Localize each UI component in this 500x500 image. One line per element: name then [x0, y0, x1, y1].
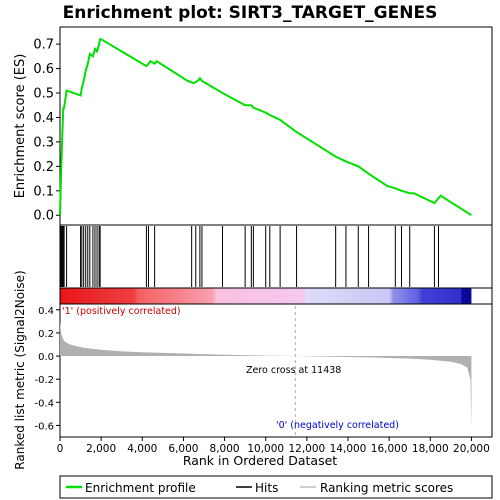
- rank-x-tick-label: 14,000: [330, 443, 367, 455]
- rank-x-tick-label: 10,000: [247, 443, 284, 455]
- rank-x-tick-label: 20,000: [453, 443, 490, 455]
- legend-profile-label: Enrichment profile: [85, 481, 196, 495]
- rank-x-label: Rank in Ordered Dataset: [183, 453, 337, 468]
- es-y-label: Enrichment score (ES): [13, 54, 28, 199]
- es-y-axis: 0.0 0.1 0.2 0.3 0.4 0.5 0.6 0.7: [33, 38, 60, 224]
- es-y-tick-label: 0.7: [33, 38, 54, 53]
- metric-y-axis: 0.4 0.2 0.0 -0.2 -0.4 -0.6: [34, 306, 60, 432]
- rank-x-tick-label: 8,000: [210, 443, 240, 455]
- zero-cross-label: Zero cross at 11438: [246, 365, 341, 376]
- positive-label: '1' (positively correlated): [62, 306, 181, 317]
- es-y-tick-label: 0.4: [33, 111, 54, 126]
- rank-x-axis: 0 2,000 4,000 6,000 8,000 10,000 12,000 14,000 1…: [57, 437, 490, 455]
- rank-x-tick-label: 12,000: [288, 443, 325, 455]
- metric-y-tick-label: -0.6: [34, 421, 54, 432]
- metric-y-tick-label: -0.4: [34, 398, 54, 409]
- hits-markers: [60, 226, 440, 287]
- chart-title: Enrichment plot: SIRT3_TARGET_GENES: [63, 3, 438, 23]
- es-y-tick-label: 0.5: [33, 87, 54, 102]
- legend-box: [59, 475, 493, 499]
- metric-y-tick-label: 0.4: [38, 306, 54, 317]
- es-y-tick-label: 0.1: [33, 184, 54, 199]
- es-panel-frame: [59, 26, 493, 226]
- metric-panel-frame: [59, 303, 493, 438]
- es-y-tick-label: 0.0: [33, 209, 54, 224]
- metric-y-label: Ranked list metric (Signal2Noise): [13, 270, 27, 469]
- es-y-tick-label: 0.2: [33, 160, 54, 175]
- rank-x-tick-label: 18,000: [412, 443, 449, 455]
- rank-x-tick-label: 0: [57, 443, 64, 455]
- es-y-tick-label: 0.6: [33, 62, 54, 77]
- metric-y-tick-label: -0.2: [34, 375, 54, 386]
- enrichment-profile-line: [59, 38, 472, 217]
- legend-hits-label: Hits: [255, 481, 278, 495]
- negative-label: '0' (negatively correlated): [276, 420, 399, 431]
- rank-x-tick-label: 16,000: [371, 443, 408, 455]
- legend-metric-label: Ranking metric scores: [320, 481, 453, 495]
- rank-x-tick-label: 2,000: [86, 443, 116, 455]
- metric-y-tick-label: 0.0: [38, 352, 54, 363]
- rank-color-bar: [60, 288, 472, 304]
- rank-x-tick-label: 6,000: [168, 443, 198, 455]
- metric-y-tick-label: 0.2: [38, 329, 54, 340]
- hits-panel-frame: [59, 224, 493, 289]
- rank-x-tick-label: 4,000: [127, 443, 157, 455]
- es-y-tick-label: 0.3: [33, 135, 54, 150]
